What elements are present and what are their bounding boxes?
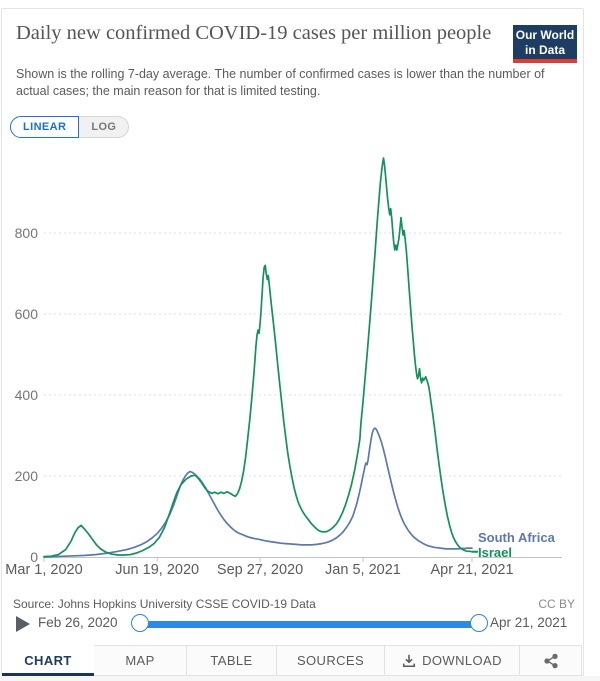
- tab-chart[interactable]: CHART: [2, 645, 94, 676]
- chart-subtitle: Shown is the rolling 7-day average. The …: [16, 67, 545, 98]
- tab-download[interactable]: DOWNLOAD: [385, 645, 520, 676]
- x-axis-label: Sep 27, 2020: [216, 562, 304, 578]
- play-button[interactable]: [14, 615, 32, 633]
- owid-logo[interactable]: Our World in Data: [513, 25, 577, 63]
- timeline-end-date[interactable]: Apr 21, 2021: [490, 615, 568, 630]
- tab-bar: CHART MAP TABLE SOURCES DOWNLOAD: [2, 645, 582, 676]
- owid-logo-redbar: [513, 59, 577, 63]
- download-icon: [403, 654, 416, 667]
- y-axis-label: 0: [30, 549, 38, 565]
- x-axis-label: Apr 21, 2021: [430, 562, 514, 578]
- license-link[interactable]: CC BY: [538, 597, 575, 611]
- series-line-israel: [43, 157, 473, 558]
- source-note: Source: Johns Hopkins University CSSE CO…: [13, 597, 316, 611]
- owid-logo-text: Our World in Data: [513, 25, 577, 59]
- y-axis-label: 600: [14, 306, 38, 322]
- tab-table[interactable]: TABLE: [187, 645, 277, 676]
- y-axis-label: 800: [14, 225, 38, 241]
- timeline-track[interactable]: [140, 620, 479, 628]
- x-axis-label: Jun 19, 2020: [115, 562, 200, 578]
- tab-sources[interactable]: SOURCES: [277, 645, 385, 676]
- page-title: Daily new confirmed COVID-19 cases per m…: [16, 22, 492, 44]
- share-icon: [543, 653, 558, 668]
- legend-label-israel[interactable]: Israel: [478, 545, 512, 560]
- log-button[interactable]: LOG: [79, 116, 130, 138]
- scale-toggle: LINEAR LOG: [10, 116, 130, 138]
- timeline-start-handle[interactable]: [131, 614, 149, 632]
- tab-map[interactable]: MAP: [94, 645, 187, 676]
- y-axis-label: 200: [14, 468, 38, 484]
- legend-label-south-africa[interactable]: South Africa: [478, 530, 555, 545]
- linear-button[interactable]: LINEAR: [10, 116, 80, 138]
- bottom-strip: [0, 676, 600, 681]
- timeline-start-date[interactable]: Feb 26, 2020: [38, 615, 118, 630]
- x-axis-label: Mar 1, 2020: [5, 562, 83, 578]
- x-axis-label: Jan 5, 2021: [325, 562, 401, 578]
- chart-frame-border: [1, 8, 584, 676]
- tab-share[interactable]: [520, 645, 582, 676]
- series-line-south-africa: [43, 427, 473, 558]
- timeline-end-handle[interactable]: [470, 614, 488, 632]
- y-axis-label: 400: [14, 387, 38, 403]
